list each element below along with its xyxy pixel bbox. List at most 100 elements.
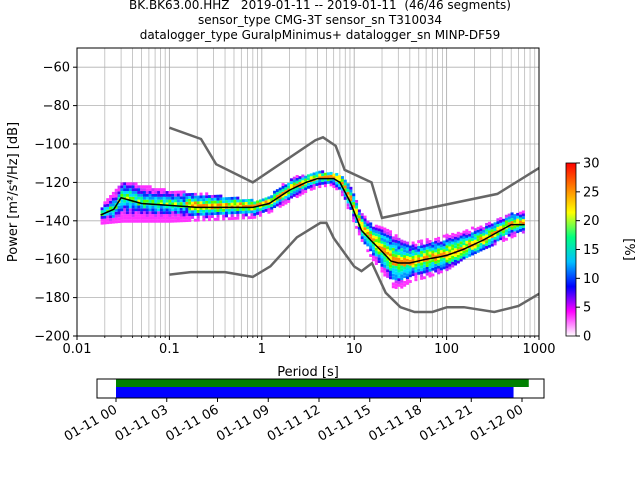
density-cell [434, 255, 438, 259]
density-cell [383, 262, 387, 265]
density-cell [278, 193, 282, 197]
density-cell [516, 221, 520, 225]
density-cell [193, 218, 197, 222]
density-cell [137, 188, 141, 192]
density-cell [394, 257, 398, 261]
density-cell [123, 211, 127, 215]
density-cell [445, 248, 449, 251]
density-cell [137, 185, 141, 189]
density-cell [516, 230, 520, 234]
density-cell [193, 213, 197, 216]
density-cell [417, 245, 421, 249]
density-cell [174, 202, 178, 206]
density-cell [329, 183, 333, 187]
density-cell [349, 195, 353, 199]
density-cell [408, 262, 412, 266]
density-cell [391, 239, 395, 243]
density-cell [462, 242, 466, 246]
density-cell [451, 255, 455, 259]
density-cell [428, 251, 432, 255]
density-cell [380, 263, 384, 267]
density-cell [227, 199, 231, 203]
density-cell [403, 249, 407, 253]
density-cell [394, 245, 398, 249]
density-cell [196, 201, 200, 205]
density-cell [230, 217, 234, 220]
density-cell [363, 235, 367, 239]
density-cell [191, 198, 195, 202]
density-cell [386, 254, 390, 258]
density-cell [470, 246, 474, 250]
density-cell [281, 203, 285, 207]
density-cell [134, 199, 138, 203]
density-cell [372, 232, 376, 236]
density-cell [487, 241, 491, 245]
density-cell [377, 254, 381, 258]
density-cell [510, 212, 514, 216]
density-cell [507, 227, 511, 231]
density-cell [386, 234, 390, 238]
density-cell [224, 202, 229, 206]
density-cell [516, 227, 520, 231]
density-cell [417, 271, 421, 275]
density-cell [210, 194, 214, 198]
density-cell [340, 187, 344, 191]
density-cell [442, 263, 446, 267]
density-cell [185, 213, 189, 217]
density-cell [414, 263, 418, 267]
density-cell [284, 187, 288, 191]
density-cell [360, 224, 364, 228]
density-cell [137, 193, 141, 197]
density-cell [290, 181, 294, 185]
density-cell [349, 189, 353, 193]
density-cell [451, 235, 455, 239]
density-cell [391, 247, 395, 251]
density-cell [199, 195, 203, 199]
density-cell [411, 241, 415, 245]
density-cell [162, 196, 166, 200]
density-cell [431, 241, 435, 245]
density-cell [388, 276, 393, 280]
density-cell [386, 260, 390, 264]
density-cell [372, 255, 376, 259]
density-cell [142, 205, 147, 209]
density-cell [117, 191, 121, 195]
density-cell [425, 255, 429, 259]
density-cell [185, 193, 189, 197]
density-cell [442, 234, 446, 238]
colorbar-tick-label: 5 [583, 301, 591, 316]
density-cell [439, 250, 443, 254]
density-cell [374, 259, 378, 263]
density-cell [394, 268, 398, 272]
density-cell [292, 185, 296, 189]
density-cell [516, 224, 520, 228]
density-cell [176, 193, 180, 197]
density-cell [264, 197, 268, 201]
x-tick-label: 1 [258, 342, 266, 357]
density-cell [408, 251, 412, 255]
density-cell [405, 244, 409, 248]
density-cell [502, 218, 506, 222]
density-cell [411, 267, 415, 271]
density-cell [304, 184, 308, 188]
density-cell [473, 236, 477, 240]
density-cell [312, 175, 316, 179]
density-cell [496, 221, 500, 225]
density-cell [417, 251, 421, 255]
density-cell [295, 189, 299, 193]
colorbar-tick-label: 10 [583, 272, 600, 287]
density-cell [193, 207, 197, 211]
density-cell [502, 238, 506, 242]
density-cell [437, 262, 441, 266]
density-cell [290, 195, 294, 199]
density-cell [236, 208, 240, 212]
density-cell [448, 234, 452, 238]
density-cell [202, 206, 206, 210]
density-cell [422, 276, 426, 280]
density-cell [168, 191, 172, 194]
density-cell [357, 215, 361, 219]
density-cell [111, 212, 115, 215]
density-cell [470, 238, 474, 242]
density-cell [241, 207, 245, 211]
density-cell [363, 241, 367, 245]
